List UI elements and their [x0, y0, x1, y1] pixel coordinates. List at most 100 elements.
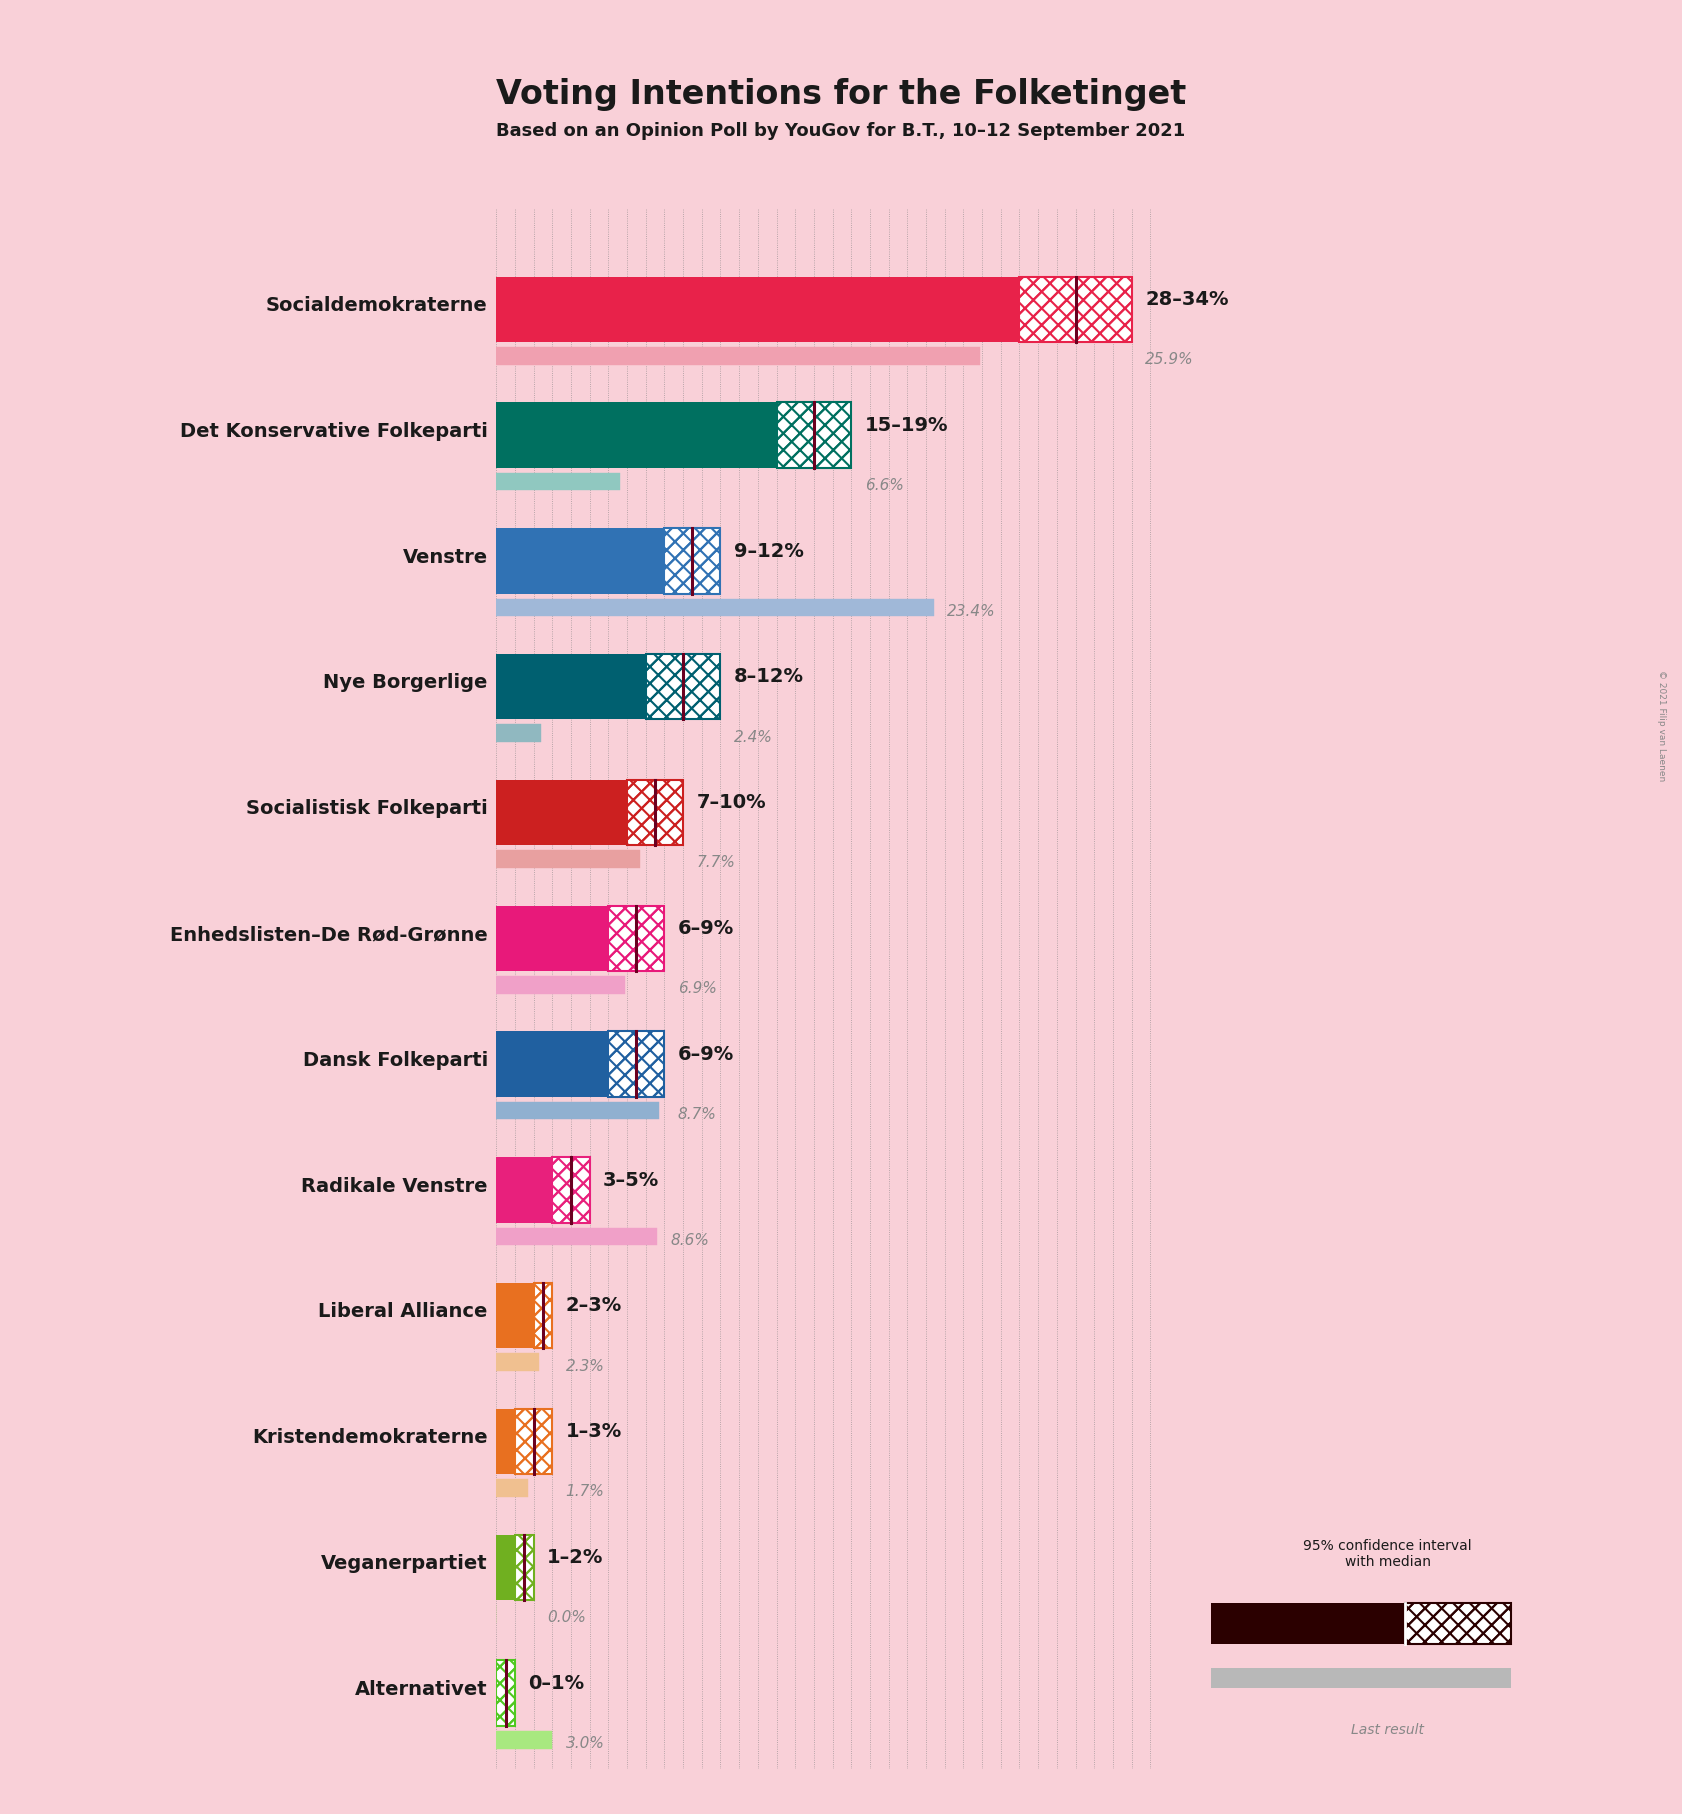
Bar	[496, 346, 981, 365]
Text: © 2021 Filip van Laenen: © 2021 Filip van Laenen	[1657, 669, 1667, 782]
Text: 1–3%: 1–3%	[565, 1422, 622, 1442]
Text: 6–9%: 6–9%	[678, 920, 733, 938]
Text: 0.0%: 0.0%	[547, 1611, 585, 1625]
Bar	[496, 724, 542, 742]
Text: Kristendemokraterne: Kristendemokraterne	[252, 1428, 488, 1448]
Text: 15–19%: 15–19%	[865, 415, 949, 435]
Bar	[496, 473, 619, 490]
Bar	[664, 528, 720, 593]
Bar	[496, 655, 646, 720]
Text: 6.9%: 6.9%	[678, 981, 717, 996]
Bar	[515, 1409, 552, 1475]
Bar	[496, 1731, 552, 1749]
Bar	[496, 1228, 658, 1244]
Bar	[496, 976, 626, 994]
Text: 2.4%: 2.4%	[733, 729, 772, 744]
Bar	[515, 1409, 552, 1475]
Bar	[496, 1478, 528, 1497]
Text: Radikale Venstre: Radikale Venstre	[301, 1177, 488, 1195]
Bar	[1019, 276, 1132, 343]
Text: Based on an Opinion Poll by YouGov for B.T., 10–12 September 2021: Based on an Opinion Poll by YouGov for B…	[496, 122, 1186, 140]
Bar	[496, 1101, 659, 1119]
Bar	[1019, 276, 1132, 343]
Bar	[496, 1157, 552, 1223]
Bar	[627, 780, 683, 845]
Bar	[664, 528, 720, 593]
Bar	[1404, 1604, 1510, 1643]
Bar	[496, 528, 664, 593]
Bar	[1404, 1604, 1510, 1643]
Bar	[533, 1282, 552, 1348]
Bar	[496, 780, 627, 845]
Text: Veganerpartiet: Veganerpartiet	[321, 1555, 488, 1573]
Text: 6–9%: 6–9%	[678, 1045, 733, 1063]
Bar	[646, 655, 720, 720]
Bar	[496, 276, 1019, 343]
Text: 23.4%: 23.4%	[947, 604, 996, 619]
Text: Nye Borgerlige: Nye Borgerlige	[323, 673, 488, 693]
Bar	[496, 851, 641, 867]
Text: 25.9%: 25.9%	[1145, 352, 1194, 366]
Bar	[627, 780, 683, 845]
Bar	[496, 1731, 552, 1749]
Text: 1.7%: 1.7%	[565, 1484, 604, 1500]
Text: Liberal Alliance: Liberal Alliance	[318, 1302, 488, 1321]
Bar	[533, 1282, 552, 1348]
Text: Enhedslisten–De Rød-Grønne: Enhedslisten–De Rød-Grønne	[170, 925, 488, 943]
Bar	[515, 1535, 533, 1600]
Text: 95% confidence interval
with median: 95% confidence interval with median	[1304, 1538, 1472, 1569]
Text: 6.6%: 6.6%	[865, 477, 903, 493]
Text: Dansk Folkeparti: Dansk Folkeparti	[303, 1050, 488, 1070]
Bar	[496, 473, 619, 490]
Text: 2–3%: 2–3%	[565, 1297, 622, 1315]
Bar	[496, 1660, 515, 1725]
Bar	[552, 1157, 590, 1223]
Bar	[646, 655, 720, 720]
Bar	[777, 403, 851, 468]
Bar	[496, 346, 981, 365]
Text: Alternativet: Alternativet	[355, 1680, 488, 1700]
Bar	[1019, 276, 1132, 343]
Bar	[496, 1101, 659, 1119]
Bar	[496, 1353, 540, 1371]
Bar	[1404, 1604, 1510, 1643]
Text: 7–10%: 7–10%	[696, 793, 767, 813]
Bar	[515, 1535, 533, 1600]
Text: 3–5%: 3–5%	[604, 1170, 659, 1190]
Bar	[496, 1660, 515, 1725]
Text: Det Konservative Folkeparti: Det Konservative Folkeparti	[180, 423, 488, 441]
Bar	[646, 655, 720, 720]
Bar	[609, 905, 664, 970]
Text: 7.7%: 7.7%	[696, 856, 735, 871]
Text: 8.7%: 8.7%	[678, 1107, 717, 1121]
Bar	[777, 403, 851, 468]
Bar	[627, 780, 683, 845]
Bar	[496, 1478, 528, 1497]
Bar	[1211, 1667, 1510, 1689]
Bar	[664, 528, 720, 593]
Text: 3.0%: 3.0%	[565, 1736, 604, 1751]
Bar	[1211, 1604, 1404, 1643]
Bar	[609, 1032, 664, 1097]
Bar	[496, 1409, 515, 1475]
Text: 8–12%: 8–12%	[733, 668, 804, 686]
Bar	[609, 905, 664, 970]
Bar	[515, 1409, 552, 1475]
Bar	[496, 403, 777, 468]
Text: 2.3%: 2.3%	[565, 1359, 604, 1373]
Bar	[496, 1535, 515, 1600]
Text: 8.6%: 8.6%	[671, 1234, 710, 1248]
Bar	[496, 724, 542, 742]
Bar	[496, 1282, 533, 1348]
Bar	[609, 1032, 664, 1097]
Bar	[515, 1535, 533, 1600]
Bar	[496, 1660, 515, 1725]
Bar	[496, 851, 641, 867]
Bar	[496, 599, 934, 617]
Bar	[552, 1157, 590, 1223]
Bar	[552, 1157, 590, 1223]
Text: Socialdemokraterne: Socialdemokraterne	[266, 296, 488, 316]
Text: Last result: Last result	[1351, 1723, 1425, 1738]
Text: 1–2%: 1–2%	[547, 1547, 604, 1567]
Bar	[496, 1032, 609, 1097]
